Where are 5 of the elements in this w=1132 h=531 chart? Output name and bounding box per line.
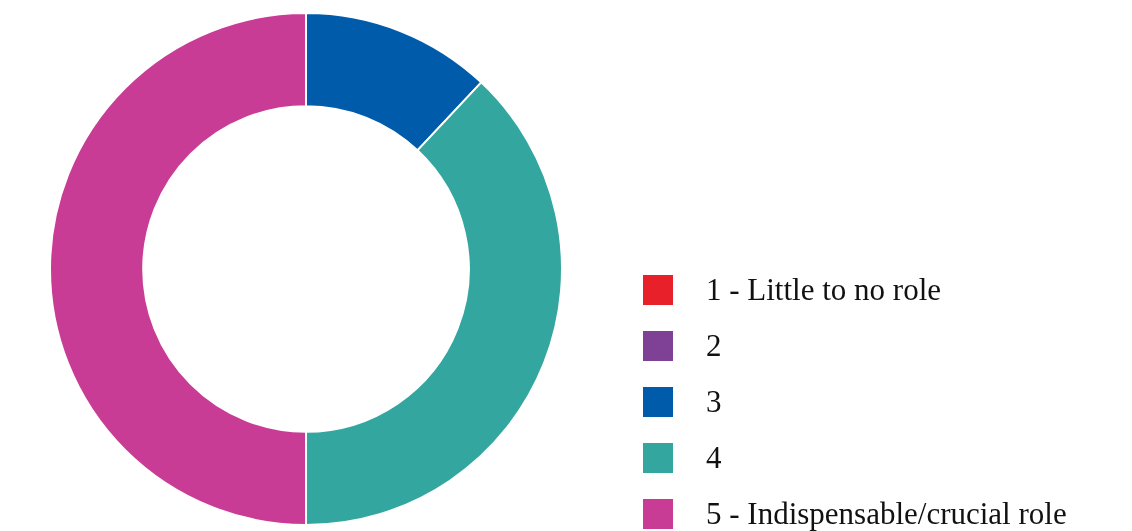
legend-label: 1 - Little to no role — [706, 272, 942, 307]
legend-label: 5 - Indispensable/crucial role — [706, 496, 1067, 531]
legend-label: 2 — [706, 328, 722, 363]
legend-label: 3 — [706, 384, 722, 419]
legend-label: 4 — [706, 440, 722, 475]
